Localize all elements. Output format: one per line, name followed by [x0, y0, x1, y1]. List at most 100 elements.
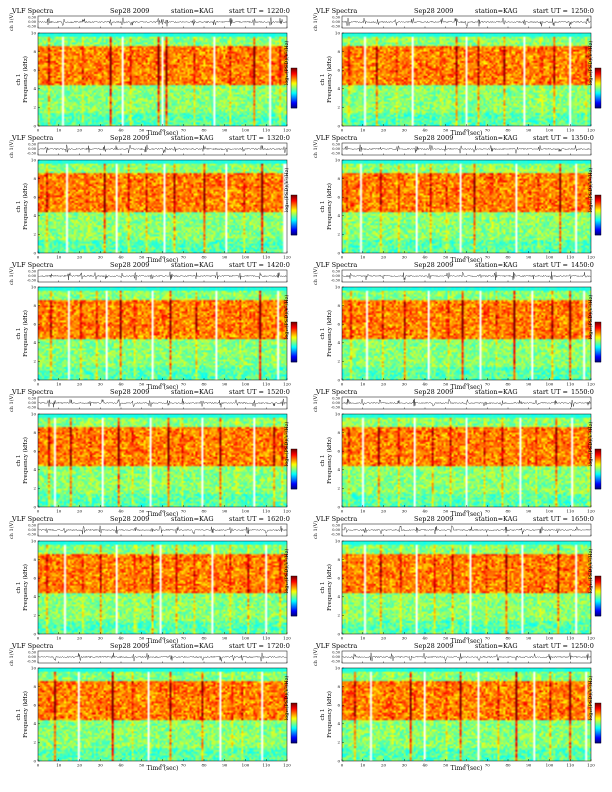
x-tick-label: 100: [546, 128, 554, 133]
colorbar-segment: [595, 706, 601, 708]
colorbar-segment: [291, 597, 297, 599]
colorbar-segment: [595, 457, 601, 459]
colorbar-segment: [291, 77, 297, 79]
colorbar-segment: [291, 103, 297, 105]
y-tick-label: 4: [337, 467, 340, 472]
colorbar-segment: [291, 74, 297, 76]
colorbar-segment: [595, 468, 601, 470]
ts-tick-label: 0.30: [332, 270, 340, 274]
colorbar-segment: [291, 577, 297, 579]
vlf-panel: VLF Spectra Sep28 2009 station=KAG start UT…: [3, 6, 303, 136]
colorbar-segment: [291, 599, 297, 601]
y-tick-label: 8: [33, 430, 36, 435]
colorbar-segment: [595, 470, 601, 472]
colorbar-segment: [291, 208, 297, 210]
colorbar-segment: [291, 585, 297, 587]
colorbar-segment: [291, 199, 297, 201]
ts-tick-label: 0.00: [332, 147, 340, 151]
x-axis-label: Time (sec): [147, 638, 179, 644]
colorbar-segment: [291, 340, 297, 342]
colorbar-segment: [595, 712, 601, 714]
colorbar-segment: [595, 727, 601, 729]
y-tick-label: 2: [337, 359, 340, 364]
colorbar-segment: [595, 578, 601, 580]
colorbar-segment: [595, 74, 601, 76]
ts-ylabel: ch 1(V): [312, 267, 319, 285]
x-tick-label: 110: [262, 636, 270, 641]
spec-ylabel-channel: ch 1: [16, 328, 22, 340]
panel-date: Sep28 2009: [110, 261, 149, 269]
colorbar-segment: [291, 196, 297, 198]
x-tick-label: 10: [360, 128, 366, 133]
colorbar-segment: [291, 234, 297, 236]
colorbar-segment: [595, 718, 601, 720]
colorbar-segment: [595, 592, 601, 594]
panel-start-label: start UT =: [533, 134, 568, 142]
colorbar-segment: [291, 736, 297, 738]
colorbar-segment: [595, 217, 601, 219]
spec-ylabel-frequency: Frequency (kHz): [22, 310, 29, 357]
colorbar-segment: [291, 90, 297, 92]
vlf-panel: VLF Spectra Sep28 2009 station=KAG start UT…: [307, 387, 607, 517]
colorbar-segment: [291, 221, 297, 223]
colorbar-segment: [595, 614, 601, 616]
colorbar-segment: [291, 336, 297, 338]
y-tick-label: 8: [337, 303, 340, 308]
panel-title-prefix: VLF Spectra: [11, 134, 53, 142]
y-tick-label: 4: [33, 467, 36, 472]
colorbar-segment: [291, 94, 297, 96]
x-tick-label: 10: [360, 636, 366, 641]
x-tick-label: 70: [181, 763, 187, 768]
ts-ylabel: ch 1(V): [8, 267, 15, 285]
colorbar-segment: [595, 331, 601, 333]
colorbar-segment: [595, 599, 601, 601]
colorbar-segment: [595, 78, 601, 80]
colorbar-segment: [291, 216, 297, 218]
colorbar-segment: [595, 357, 601, 359]
colorbar-segment: [595, 361, 601, 363]
y-tick-label: 4: [337, 340, 340, 345]
y-tick-label: 2: [33, 740, 36, 745]
colorbar-segment: [291, 457, 297, 459]
x-tick-label: 90: [222, 382, 228, 387]
colorbar-segment: [291, 588, 297, 590]
x-tick-label: 10: [56, 509, 62, 514]
y-tick-label: 0: [337, 504, 340, 509]
colorbar-segment: [291, 483, 297, 485]
colorbar-segment: [595, 224, 601, 226]
colorbar-segment: [595, 714, 601, 716]
colorbar-segment: [595, 732, 601, 734]
spectrogram-heatmap: [342, 668, 591, 761]
colorbar-segment: [595, 713, 601, 715]
x-tick-label: 40: [422, 636, 428, 641]
x-tick-label: 20: [77, 128, 83, 133]
x-tick-label: 90: [526, 509, 532, 514]
x-tick-label: 10: [56, 128, 62, 133]
panel-date: Sep28 2009: [110, 642, 149, 650]
x-tick-label: 120: [283, 509, 291, 514]
x-tick-label: 50: [443, 255, 449, 260]
y-tick-label: 0: [337, 250, 340, 255]
colorbar-segment: [595, 214, 601, 216]
colorbar-segment: [291, 740, 297, 742]
ts-tick-label: -0.30: [27, 406, 36, 410]
x-tick-label: 30: [98, 255, 104, 260]
colorbar-segment: [291, 349, 297, 351]
x-tick-label: 10: [56, 763, 62, 768]
colorbar-segment: [595, 481, 601, 483]
colorbar-segment: [291, 356, 297, 358]
x-tick-label: 50: [139, 128, 145, 133]
y-tick-label: 6: [337, 576, 340, 581]
colorbar-segment: [595, 79, 601, 81]
colorbar-segment: [595, 203, 601, 205]
colorbar-segment: [595, 326, 601, 328]
colorbar-segment: [595, 346, 601, 348]
ts-tick-label: 0.30: [28, 143, 36, 147]
colorbar-segment: [595, 324, 601, 326]
colorbar-segment: [291, 231, 297, 233]
colorbar-segment: [595, 587, 601, 589]
colorbar-segment: [291, 464, 297, 466]
panel-station: station=KAG: [475, 642, 518, 650]
y-tick-label: 8: [337, 176, 340, 181]
ts-trace: [342, 652, 591, 662]
